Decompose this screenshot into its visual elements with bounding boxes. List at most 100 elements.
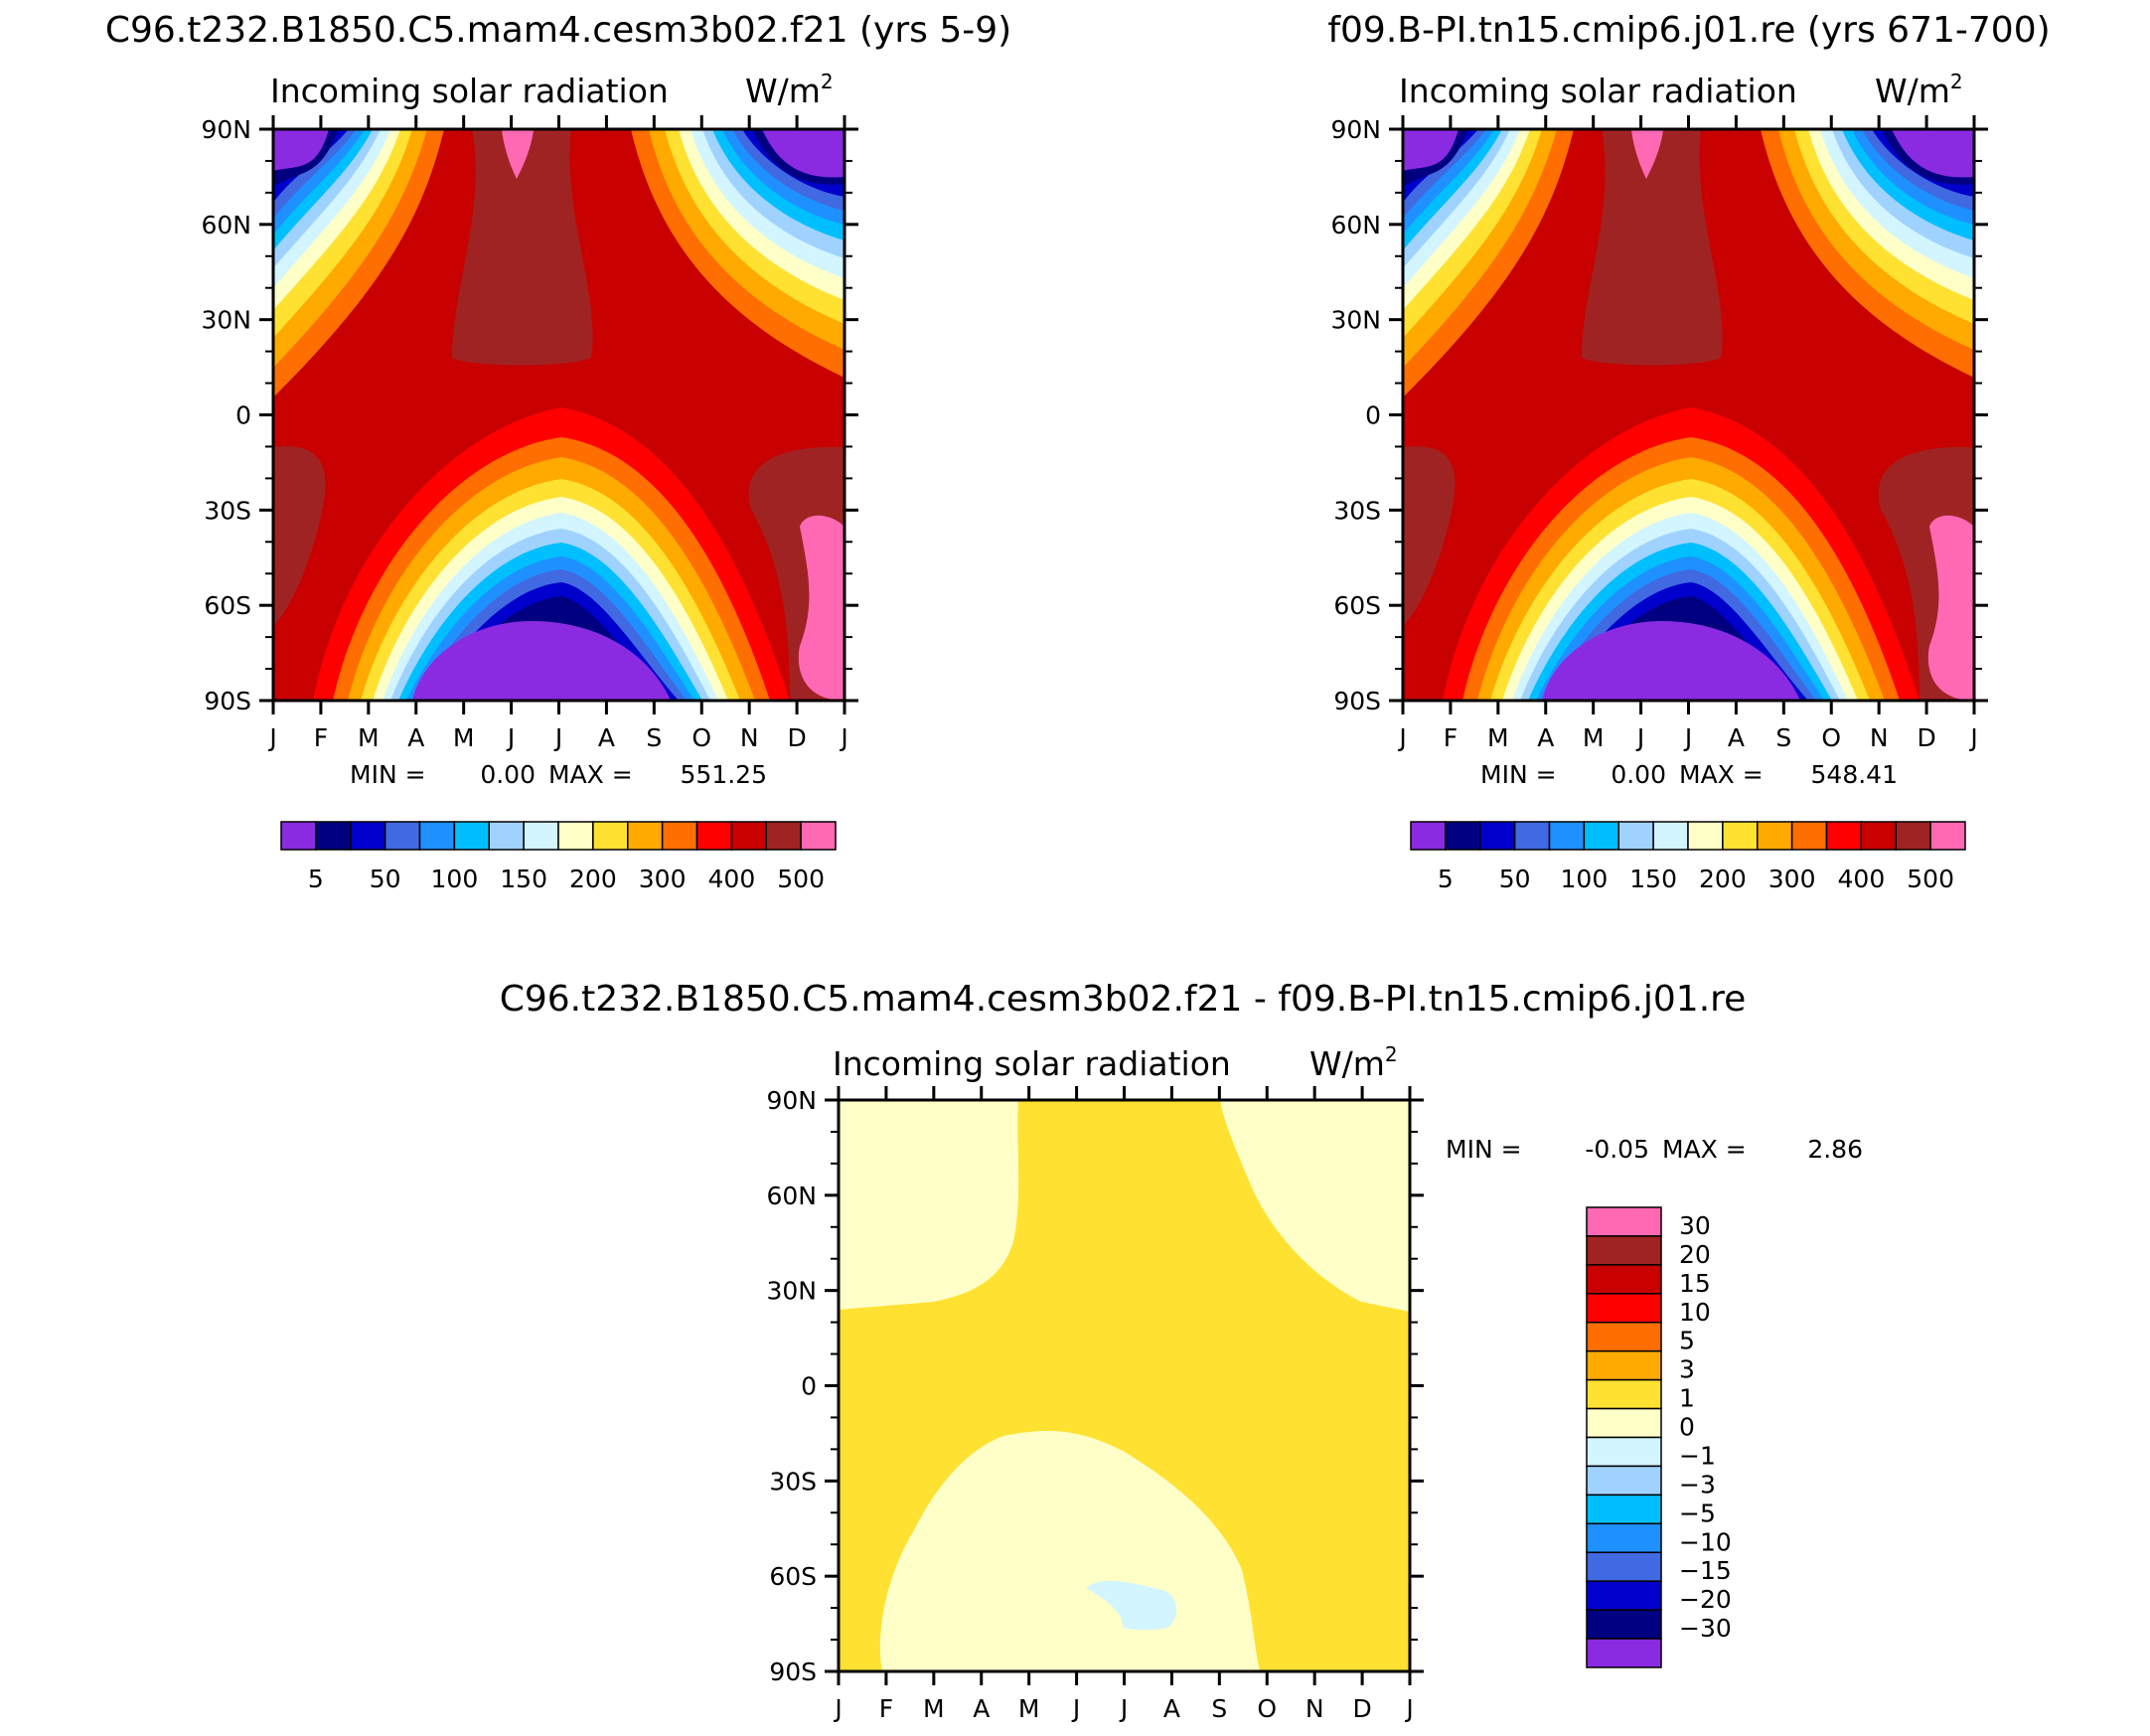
colorbar-box bbox=[1757, 821, 1793, 851]
colorbar-label: −15 bbox=[1679, 1556, 1732, 1585]
x-tick-label: O bbox=[1257, 1694, 1277, 1723]
x-tick-label: A bbox=[1163, 1694, 1180, 1723]
x-tick-label: A bbox=[973, 1694, 990, 1723]
colorbar-label: 3 bbox=[1679, 1355, 1695, 1384]
panel-difference: C96.t232.B1850.C5.mam4.cesm3b02.f21 - f0… bbox=[500, 979, 1863, 1723]
colorbar-label: 200 bbox=[1699, 865, 1747, 893]
y-tick-label: 60N bbox=[766, 1182, 817, 1210]
colorbar-box bbox=[1586, 1206, 1662, 1237]
colorbar-label: 500 bbox=[1907, 865, 1954, 893]
colorbar-label: 15 bbox=[1679, 1269, 1711, 1298]
colorbar-box bbox=[1586, 1609, 1662, 1640]
x-tick-label: J bbox=[839, 723, 847, 752]
panel-left-max-label: MAX = bbox=[548, 760, 633, 789]
x-tick-label: M bbox=[923, 1694, 945, 1723]
panel-left-units: W/m2 bbox=[745, 70, 834, 110]
colorbar-box bbox=[1586, 1494, 1662, 1525]
y-tick-label: 90S bbox=[769, 1657, 817, 1686]
panel-right-subtitle: Incoming solar radiation bbox=[1399, 72, 1797, 110]
colorbar-label: 400 bbox=[708, 865, 756, 893]
colorbar-box bbox=[1929, 821, 1966, 851]
y-tick-label: 90N bbox=[1330, 115, 1381, 144]
y-tick-label: 60S bbox=[769, 1562, 817, 1591]
colorbar-label: 5 bbox=[1679, 1327, 1695, 1355]
colorbar-box bbox=[1586, 1378, 1662, 1410]
x-tick-label: N bbox=[1305, 1694, 1324, 1723]
colorbar-label: 150 bbox=[500, 865, 547, 893]
y-tick-label: 90S bbox=[1333, 687, 1381, 715]
panel-left-title: C96.t232.B1850.C5.mam4.cesm3b02.f21 (yrs… bbox=[105, 10, 1011, 51]
colorbar-box bbox=[1586, 1436, 1662, 1468]
x-tick-label: J bbox=[267, 723, 276, 752]
panel-difference-title: C96.t232.B1850.C5.mam4.cesm3b02.f21 - f0… bbox=[500, 979, 1747, 1020]
x-tick-label: A bbox=[1728, 723, 1745, 752]
colorbar-label: −20 bbox=[1679, 1585, 1732, 1614]
x-tick-label: J bbox=[1968, 723, 1977, 752]
panel-left-min-value: 0.00 bbox=[480, 760, 536, 789]
colorbar-box bbox=[1586, 1293, 1662, 1324]
x-tick-label: M bbox=[1583, 723, 1605, 752]
colorbar-box bbox=[1652, 821, 1689, 851]
colorbar-box bbox=[1586, 1407, 1662, 1439]
colorbar-box bbox=[557, 821, 594, 851]
panel-left-subtitle: Incoming solar radiation bbox=[270, 72, 669, 110]
x-tick-label: J bbox=[1404, 1694, 1413, 1723]
colorbar-label: 300 bbox=[639, 865, 687, 893]
y-tick-label: 30S bbox=[1333, 496, 1381, 525]
colorbar-box bbox=[1586, 1580, 1662, 1611]
x-tick-label: F bbox=[314, 723, 328, 752]
y-tick-label: 90N bbox=[201, 115, 251, 144]
panel-difference-units: W/m2 bbox=[1309, 1042, 1398, 1083]
colorbar-label: 0 bbox=[1679, 1413, 1695, 1442]
x-tick-label: M bbox=[358, 723, 380, 752]
x-tick-label: J bbox=[553, 723, 562, 752]
x-tick-label: J bbox=[1397, 723, 1406, 752]
y-tick-label: 90N bbox=[766, 1086, 817, 1115]
colorbar-box bbox=[488, 821, 525, 851]
x-tick-label: J bbox=[506, 723, 515, 752]
x-tick-label: N bbox=[1870, 723, 1889, 752]
panel-left: C96.t232.B1850.C5.mam4.cesm3b02.f21 (yrs… bbox=[105, 10, 1011, 893]
x-tick-label: J bbox=[1635, 723, 1644, 752]
y-tick-label: 60S bbox=[1333, 591, 1381, 620]
y-tick-label: 0 bbox=[1365, 401, 1381, 430]
colorbar-box bbox=[1586, 1638, 1662, 1668]
colorbar-box bbox=[1513, 821, 1551, 851]
x-tick-label: A bbox=[1537, 723, 1554, 752]
panel-difference-subtitle: Incoming solar radiation bbox=[833, 1044, 1231, 1083]
y-tick-label: 60N bbox=[201, 211, 251, 239]
y-tick-label: 30N bbox=[1330, 306, 1381, 335]
panel-right-max-label: MAX = bbox=[1679, 760, 1764, 789]
x-tick-label: A bbox=[407, 723, 424, 752]
colorbar-label: 5 bbox=[1438, 865, 1454, 893]
x-tick-label: A bbox=[598, 723, 615, 752]
colorbar-label: −30 bbox=[1679, 1614, 1732, 1643]
colorbar-label: 400 bbox=[1838, 865, 1886, 893]
x-tick-label: F bbox=[879, 1694, 893, 1723]
x-tick-label: F bbox=[1444, 723, 1458, 752]
colorbar-label: 30 bbox=[1679, 1211, 1711, 1240]
colorbar-label: 100 bbox=[1561, 865, 1609, 893]
panel-right-min-label: MIN = bbox=[1480, 760, 1557, 789]
colorbar-box bbox=[453, 821, 490, 851]
x-tick-label: J bbox=[833, 1694, 842, 1723]
colorbar-box bbox=[350, 821, 386, 851]
colorbar-label: −1 bbox=[1679, 1441, 1716, 1470]
x-tick-label: D bbox=[1352, 1694, 1371, 1723]
colorbar-box bbox=[1722, 821, 1759, 851]
colorbar-box bbox=[1586, 1551, 1662, 1582]
colorbar-label: 20 bbox=[1679, 1240, 1711, 1269]
colorbar-label: 300 bbox=[1768, 865, 1816, 893]
x-tick-label: O bbox=[691, 723, 711, 752]
panel-left-min-label: MIN = bbox=[350, 760, 426, 789]
colorbar-label: 5 bbox=[308, 865, 324, 893]
colorbar-box bbox=[765, 821, 802, 851]
colorbar-label: 50 bbox=[370, 865, 401, 893]
colorbar-box bbox=[1548, 821, 1586, 851]
x-tick-label: O bbox=[1821, 723, 1841, 752]
x-tick-label: S bbox=[646, 723, 662, 752]
colorbar-box bbox=[315, 821, 352, 851]
colorbar-label: 1 bbox=[1679, 1384, 1695, 1413]
colorbar-box bbox=[1860, 821, 1897, 851]
panel-right-min-value: 0.00 bbox=[1611, 760, 1666, 789]
